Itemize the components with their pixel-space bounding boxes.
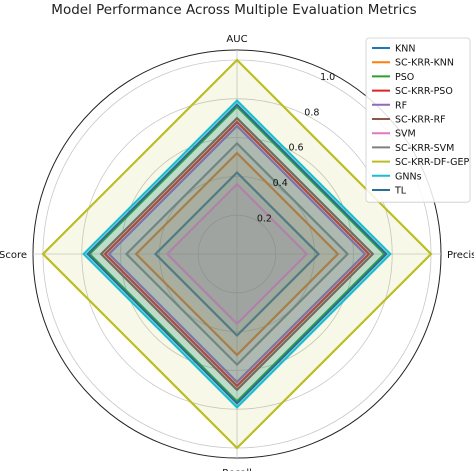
radial-tick-label: 0.4 (273, 178, 288, 189)
legend-label: SC-KRR-DF-GEP (395, 157, 469, 168)
radial-tick-label: 0.6 (288, 143, 303, 154)
legend-box (365, 37, 471, 203)
legend-label: KNN (395, 44, 415, 55)
axis-label-auc: AUC (226, 34, 247, 45)
series-polygon-sc-krr-pso (103, 120, 371, 388)
radial-tick-label: 1.0 (320, 72, 335, 83)
radial-tick-label: 0.2 (257, 214, 272, 225)
legend-label: PSO (395, 72, 414, 83)
legend-label: SC-KRR-KNN (395, 58, 454, 69)
legend-label: SVM (395, 129, 416, 140)
series-polygon-sc-krr-svm (124, 141, 350, 367)
radial-ticks: 0.2 0.4 0.6 0.8 1.0 (257, 72, 335, 225)
legend-label: GNNs (395, 171, 422, 182)
series-polygon-sc-krr-rf (99, 116, 375, 392)
legend-label: SC-KRR-SVM (395, 143, 454, 154)
radial-tick-label: 0.8 (304, 107, 319, 118)
legend-label: RF (395, 100, 407, 111)
chart-title: Model Performance Across Multiple Evalua… (51, 2, 416, 18)
axis-label-f1-score: F1 Score (0, 250, 27, 261)
series-polygon-pso (88, 105, 386, 403)
series-polygon-svm (165, 182, 309, 326)
axis-label-precision: Precision (447, 250, 474, 261)
axis-labels: AUC Precision Recall F1 Score (0, 34, 474, 471)
series-polygon-gnns (82, 99, 392, 409)
series-group (41, 58, 433, 450)
legend-label: SC-KRR-PSO (395, 86, 453, 97)
legend: KNN SC-KRR-KNN PSO SC-KRR-PSO RF SC-KRR-RF SVM… (365, 37, 471, 203)
series-polygon-tl (86, 103, 388, 405)
axis-label-recall: Recall (222, 468, 252, 471)
series-polygon-knn (153, 170, 321, 338)
series-polygon-rf (107, 124, 367, 384)
legend-label: SC-KRR-RF (395, 115, 446, 126)
series-polygon-sc-krr-knn (134, 151, 340, 357)
legend-label: TL (394, 186, 407, 197)
